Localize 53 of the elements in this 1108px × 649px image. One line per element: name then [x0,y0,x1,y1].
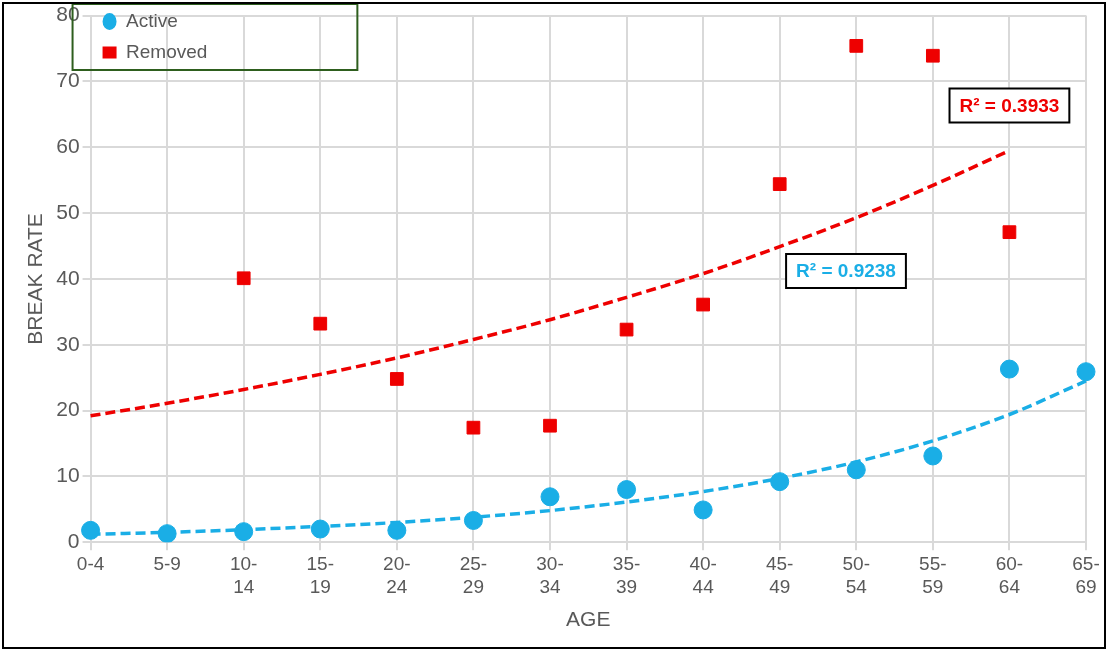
point [310,519,330,539]
point [849,39,864,53]
point [234,522,254,542]
point [540,487,560,507]
x-tick-label: 60-64 [995,552,1024,597]
point [770,472,790,492]
y-tick-label: 10 [56,463,80,487]
x-tick-label: 55-59 [919,552,947,597]
point [1076,362,1096,382]
x-tick-label: 25-29 [459,552,488,597]
point [846,460,866,480]
legend-label: Removed [126,40,208,62]
point [1002,225,1017,240]
y-tick-label: 50 [56,199,80,223]
point [923,446,943,466]
x-tick-label: 45-49 [765,552,794,597]
y-tick-label: 30 [56,331,80,355]
y-axis-title: BREAK RATE [23,213,47,345]
point [619,322,634,337]
x-tick-label: 5-9 [153,552,181,574]
x-tick-label: 65-69 [1072,552,1100,597]
x-tick-label: 30-34 [536,552,564,597]
point [925,48,940,63]
annotation: R² = 0.3933 [959,94,1060,116]
point [466,420,481,435]
x-tick-label: 20-24 [383,552,411,597]
point [81,520,101,540]
x-tick-label: 40-44 [689,552,717,597]
point [387,520,407,540]
point [157,524,177,543]
point [389,372,404,386]
x-tick-label: 0-4 [76,552,105,574]
y-tick-label: 20 [56,397,80,421]
point [313,316,328,331]
annotation: R² = 0.9238 [796,260,896,282]
y-tick-label: 60 [56,134,80,158]
y-tick-label: 0 [67,529,80,552]
y-tick-label: 40 [56,265,80,289]
point [696,297,710,312]
point [772,177,787,191]
x-axis-title: AGE [566,607,611,631]
x-tick-label: 35-39 [612,552,641,597]
point [236,271,251,286]
y-tick-label: 70 [56,68,80,92]
point [617,480,637,500]
legend-label: Active [126,9,178,31]
x-tick-label: 15-19 [306,552,335,597]
point [693,500,713,520]
point [463,510,483,530]
x-tick-label: 10-14 [229,552,258,597]
point [999,359,1019,379]
x-tick-label: 50-54 [842,552,871,597]
point [543,418,557,433]
